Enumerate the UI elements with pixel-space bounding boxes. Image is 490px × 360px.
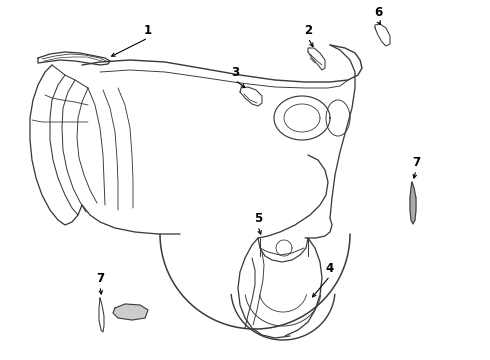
Text: 6: 6 bbox=[374, 5, 382, 18]
Polygon shape bbox=[410, 182, 416, 224]
Text: 7: 7 bbox=[96, 271, 104, 284]
Text: 7: 7 bbox=[412, 156, 420, 168]
Text: 2: 2 bbox=[304, 23, 312, 36]
Text: 3: 3 bbox=[231, 66, 239, 78]
Polygon shape bbox=[113, 304, 148, 320]
Text: 1: 1 bbox=[144, 23, 152, 36]
Text: 4: 4 bbox=[326, 261, 334, 274]
Text: 5: 5 bbox=[254, 211, 262, 225]
